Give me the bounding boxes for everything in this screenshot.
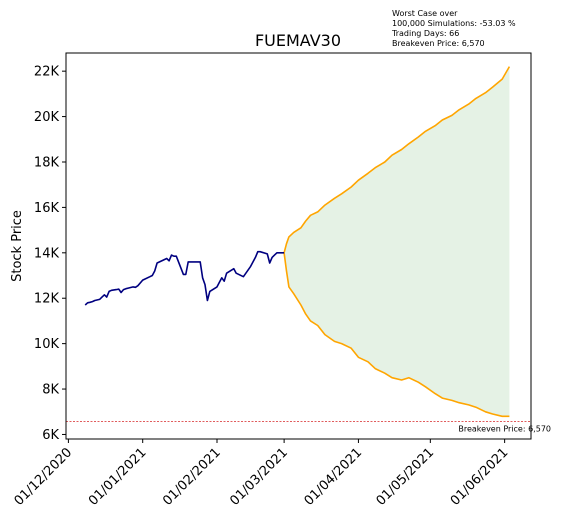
x-tick-label: 01/06/2021	[448, 445, 512, 509]
annotation-line: Breakeven Price: 6,570	[392, 39, 485, 48]
y-tick-label: 14K	[34, 246, 60, 261]
projection-fill	[284, 66, 510, 417]
plot-frame	[65, 52, 532, 440]
y-axis: 6K 8K 10K 12K 14K 16K 18K 20K 22K	[34, 65, 66, 443]
y-tick-label: 12K	[34, 292, 60, 307]
y-tick-label: 22K	[34, 65, 60, 80]
y-tick-label: 20K	[34, 110, 60, 125]
x-axis: 01/12/2020 01/01/2021 01/02/2021 01/03/2021…	[12, 439, 512, 509]
annotation-line: 100,000 Simulations: -53.03 %	[392, 19, 516, 28]
annotation-line: Trading Days: 66	[391, 29, 459, 38]
x-tick-label: 01/05/2021	[374, 445, 438, 509]
x-tick-label: 01/03/2021	[227, 445, 291, 509]
history-line	[84, 250, 285, 306]
y-tick-label: 10K	[34, 337, 60, 352]
chart-title: FUEMAV30	[255, 31, 341, 50]
y-tick-label: 18K	[34, 155, 60, 170]
x-tick-label: 01/02/2021	[160, 445, 224, 509]
annotation-line: Worst Case over	[392, 9, 458, 18]
y-axis-label: Stock Price	[10, 210, 25, 282]
y-tick-label: 6K	[42, 428, 59, 443]
breakeven-label: Breakeven Price: 6,570	[458, 425, 551, 434]
x-tick-label: 01/01/2021	[86, 445, 150, 509]
plot-area	[66, 66, 531, 422]
annotation-box: Worst Case over 100,000 Simulations: -53…	[391, 9, 516, 48]
y-tick-label: 16K	[34, 201, 60, 216]
upper-band-line	[283, 66, 511, 254]
x-tick-label: 01/12/2020	[12, 445, 76, 509]
y-tick-label: 8K	[42, 383, 59, 398]
lower-band-line	[283, 252, 510, 418]
x-tick-label: 01/04/2021	[302, 445, 366, 509]
